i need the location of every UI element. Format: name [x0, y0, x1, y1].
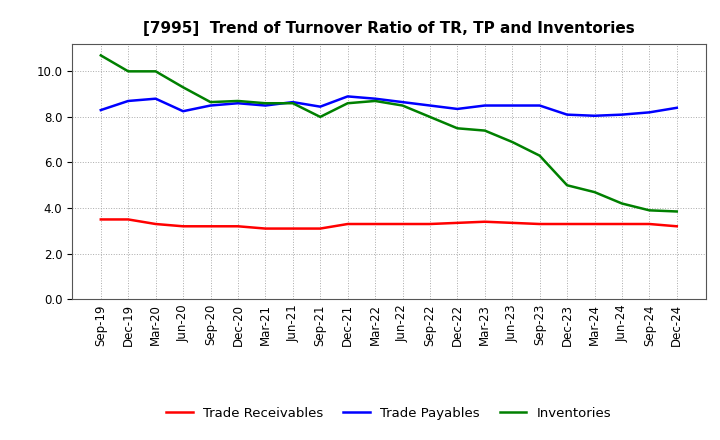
- Trade Receivables: [563, 221, 572, 227]
- Inventories: [96, 53, 105, 58]
- Trade Receivables: [289, 226, 297, 231]
- Trade Receivables: [672, 224, 681, 229]
- Inventories: [563, 183, 572, 188]
- Line: Trade Payables: Trade Payables: [101, 96, 677, 116]
- Inventories: [343, 101, 352, 106]
- Trade Receivables: [206, 224, 215, 229]
- Inventories: [289, 101, 297, 106]
- Trade Payables: [343, 94, 352, 99]
- Trade Receivables: [316, 226, 325, 231]
- Trade Payables: [316, 104, 325, 109]
- Inventories: [590, 190, 599, 195]
- Trade Receivables: [536, 221, 544, 227]
- Trade Payables: [206, 103, 215, 108]
- Inventories: [426, 114, 434, 120]
- Trade Payables: [453, 106, 462, 112]
- Inventories: [508, 139, 516, 145]
- Trade Receivables: [261, 226, 270, 231]
- Trade Payables: [233, 101, 242, 106]
- Trade Receivables: [590, 221, 599, 227]
- Trade Payables: [645, 110, 654, 115]
- Trade Payables: [261, 103, 270, 108]
- Inventories: [618, 201, 626, 206]
- Trade Receivables: [96, 217, 105, 222]
- Line: Trade Receivables: Trade Receivables: [101, 220, 677, 228]
- Trade Receivables: [124, 217, 132, 222]
- Line: Inventories: Inventories: [101, 55, 677, 212]
- Trade Payables: [398, 99, 407, 105]
- Trade Receivables: [398, 221, 407, 227]
- Trade Receivables: [480, 219, 489, 224]
- Inventories: [316, 114, 325, 120]
- Trade Payables: [426, 103, 434, 108]
- Trade Receivables: [426, 221, 434, 227]
- Inventories: [672, 209, 681, 214]
- Trade Receivables: [151, 221, 160, 227]
- Trade Receivables: [371, 221, 379, 227]
- Inventories: [536, 153, 544, 158]
- Inventories: [371, 98, 379, 103]
- Trade Payables: [618, 112, 626, 117]
- Trade Payables: [563, 112, 572, 117]
- Trade Payables: [151, 96, 160, 101]
- Trade Receivables: [343, 221, 352, 227]
- Inventories: [453, 126, 462, 131]
- Trade Receivables: [645, 221, 654, 227]
- Title: [7995]  Trend of Turnover Ratio of TR, TP and Inventories: [7995] Trend of Turnover Ratio of TR, TP…: [143, 21, 634, 36]
- Trade Receivables: [179, 224, 187, 229]
- Trade Payables: [179, 109, 187, 114]
- Inventories: [124, 69, 132, 74]
- Trade Payables: [480, 103, 489, 108]
- Trade Payables: [124, 98, 132, 103]
- Inventories: [645, 208, 654, 213]
- Inventories: [261, 101, 270, 106]
- Trade Receivables: [453, 220, 462, 226]
- Trade Receivables: [508, 220, 516, 226]
- Trade Payables: [672, 105, 681, 110]
- Legend: Trade Receivables, Trade Payables, Inventories: Trade Receivables, Trade Payables, Inven…: [161, 402, 616, 425]
- Inventories: [398, 103, 407, 108]
- Trade Payables: [590, 113, 599, 118]
- Trade Receivables: [618, 221, 626, 227]
- Inventories: [206, 99, 215, 105]
- Trade Payables: [289, 99, 297, 105]
- Inventories: [179, 84, 187, 90]
- Trade Payables: [536, 103, 544, 108]
- Inventories: [233, 98, 242, 103]
- Trade Receivables: [233, 224, 242, 229]
- Trade Payables: [96, 107, 105, 113]
- Trade Payables: [371, 96, 379, 101]
- Inventories: [151, 69, 160, 74]
- Trade Payables: [508, 103, 516, 108]
- Inventories: [480, 128, 489, 133]
